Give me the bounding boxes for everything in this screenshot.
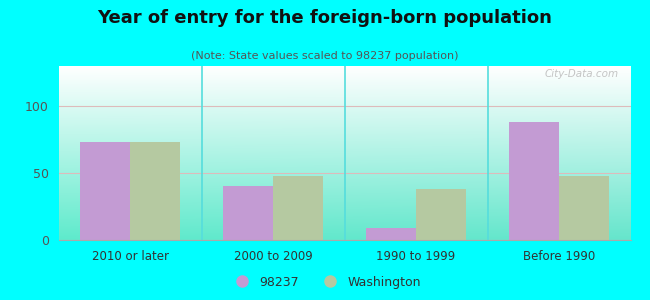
Bar [80, 142, 130, 240]
Text: (Note: State values scaled to 98237 population): (Note: State values scaled to 98237 popu… [191, 51, 459, 61]
Bar [223, 187, 273, 240]
Bar [366, 228, 416, 240]
Legend: 98237, Washington: 98237, Washington [224, 271, 426, 294]
Text: City-Data.com: City-Data.com [545, 70, 619, 80]
Text: Year of entry for the foreign-born population: Year of entry for the foreign-born popul… [98, 9, 552, 27]
Bar [559, 176, 609, 240]
Bar [130, 142, 180, 240]
Bar [273, 176, 323, 240]
Bar [509, 122, 559, 240]
Bar [416, 189, 466, 240]
